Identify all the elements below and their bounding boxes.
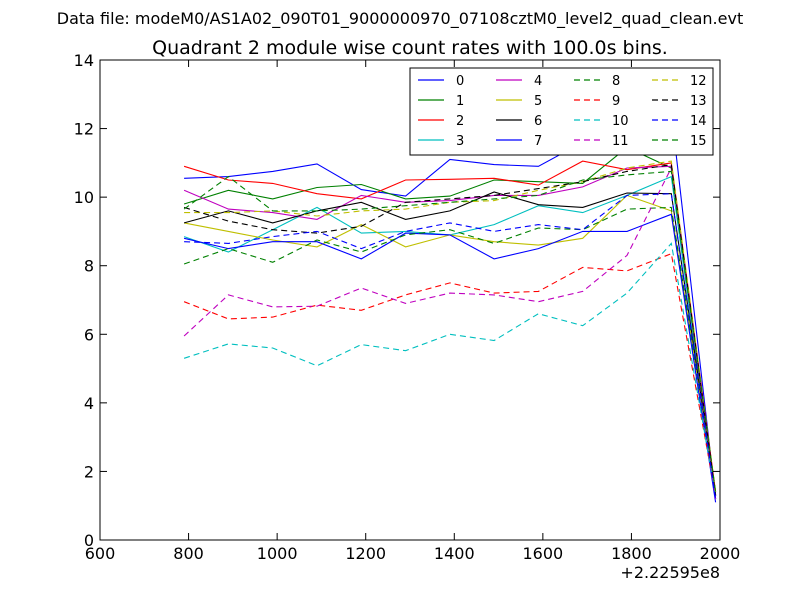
series-line-2 [183,160,717,493]
series-line-9 [183,252,717,496]
legend-label-12: 12 [690,74,707,89]
series-line-1 [183,146,717,496]
legend-label-7: 7 [534,134,542,149]
legend-label-4: 4 [534,74,542,89]
y-tick-label: 8 [84,257,94,276]
x-tick-label: 1400 [434,544,475,563]
legend-label-15: 15 [690,134,707,149]
series-line-11 [183,166,717,499]
y-tick-label: 2 [84,462,94,481]
x-tick-label: 1600 [522,544,563,563]
legend-label-10: 10 [612,114,629,129]
legend-label-2: 2 [456,114,464,129]
legend-label-1: 1 [456,94,464,109]
legend-label-3: 3 [456,134,464,149]
x-tick-label: 1800 [611,544,652,563]
series-line-15 [183,170,717,493]
x-tick-label: 800 [173,544,204,563]
series-line-8 [183,206,717,496]
chart-supertitle: Data file: modeM0/AS1A02_090T01_90000009… [57,9,743,29]
x-tick-label: 600 [85,544,116,563]
x-tick-label: 1200 [345,544,386,563]
series-line-13 [183,163,717,496]
legend-label-9: 9 [612,94,620,109]
y-tick-label: 4 [84,394,94,413]
series-layer [183,111,717,503]
series-line-3 [183,175,717,499]
legend-label-5: 5 [534,94,542,109]
series-line-14 [184,193,717,499]
series-line-4 [183,165,717,496]
legend-label-11: 11 [612,134,629,149]
legend-label-8: 8 [612,74,620,89]
y-tick-label: 0 [84,531,94,550]
y-tick-label: 6 [84,325,94,344]
x-offset-label: +2.22595e8 [620,563,720,582]
y-tick-label: 14 [74,51,94,70]
plot-frame [99,59,721,541]
x-tick-label: 1000 [257,544,298,563]
legend-label-14: 14 [690,114,707,129]
x-tick-label: 2000 [700,544,741,563]
series-line-10 [183,242,717,496]
legend-label-13: 13 [690,94,707,109]
chart-title: Quadrant 2 module wise count rates with … [152,37,668,59]
legend-label-6: 6 [534,114,542,129]
y-tick-label: 12 [74,120,94,139]
series-line-5 [183,194,717,493]
series-line-6 [183,191,717,496]
legend-label-0: 0 [456,74,464,89]
axes-layer: 600 800 1000 1200 1400 1600 1800 20000246810121… [74,51,741,563]
series-line-7 [183,213,717,503]
y-tick-label: 10 [74,188,94,207]
